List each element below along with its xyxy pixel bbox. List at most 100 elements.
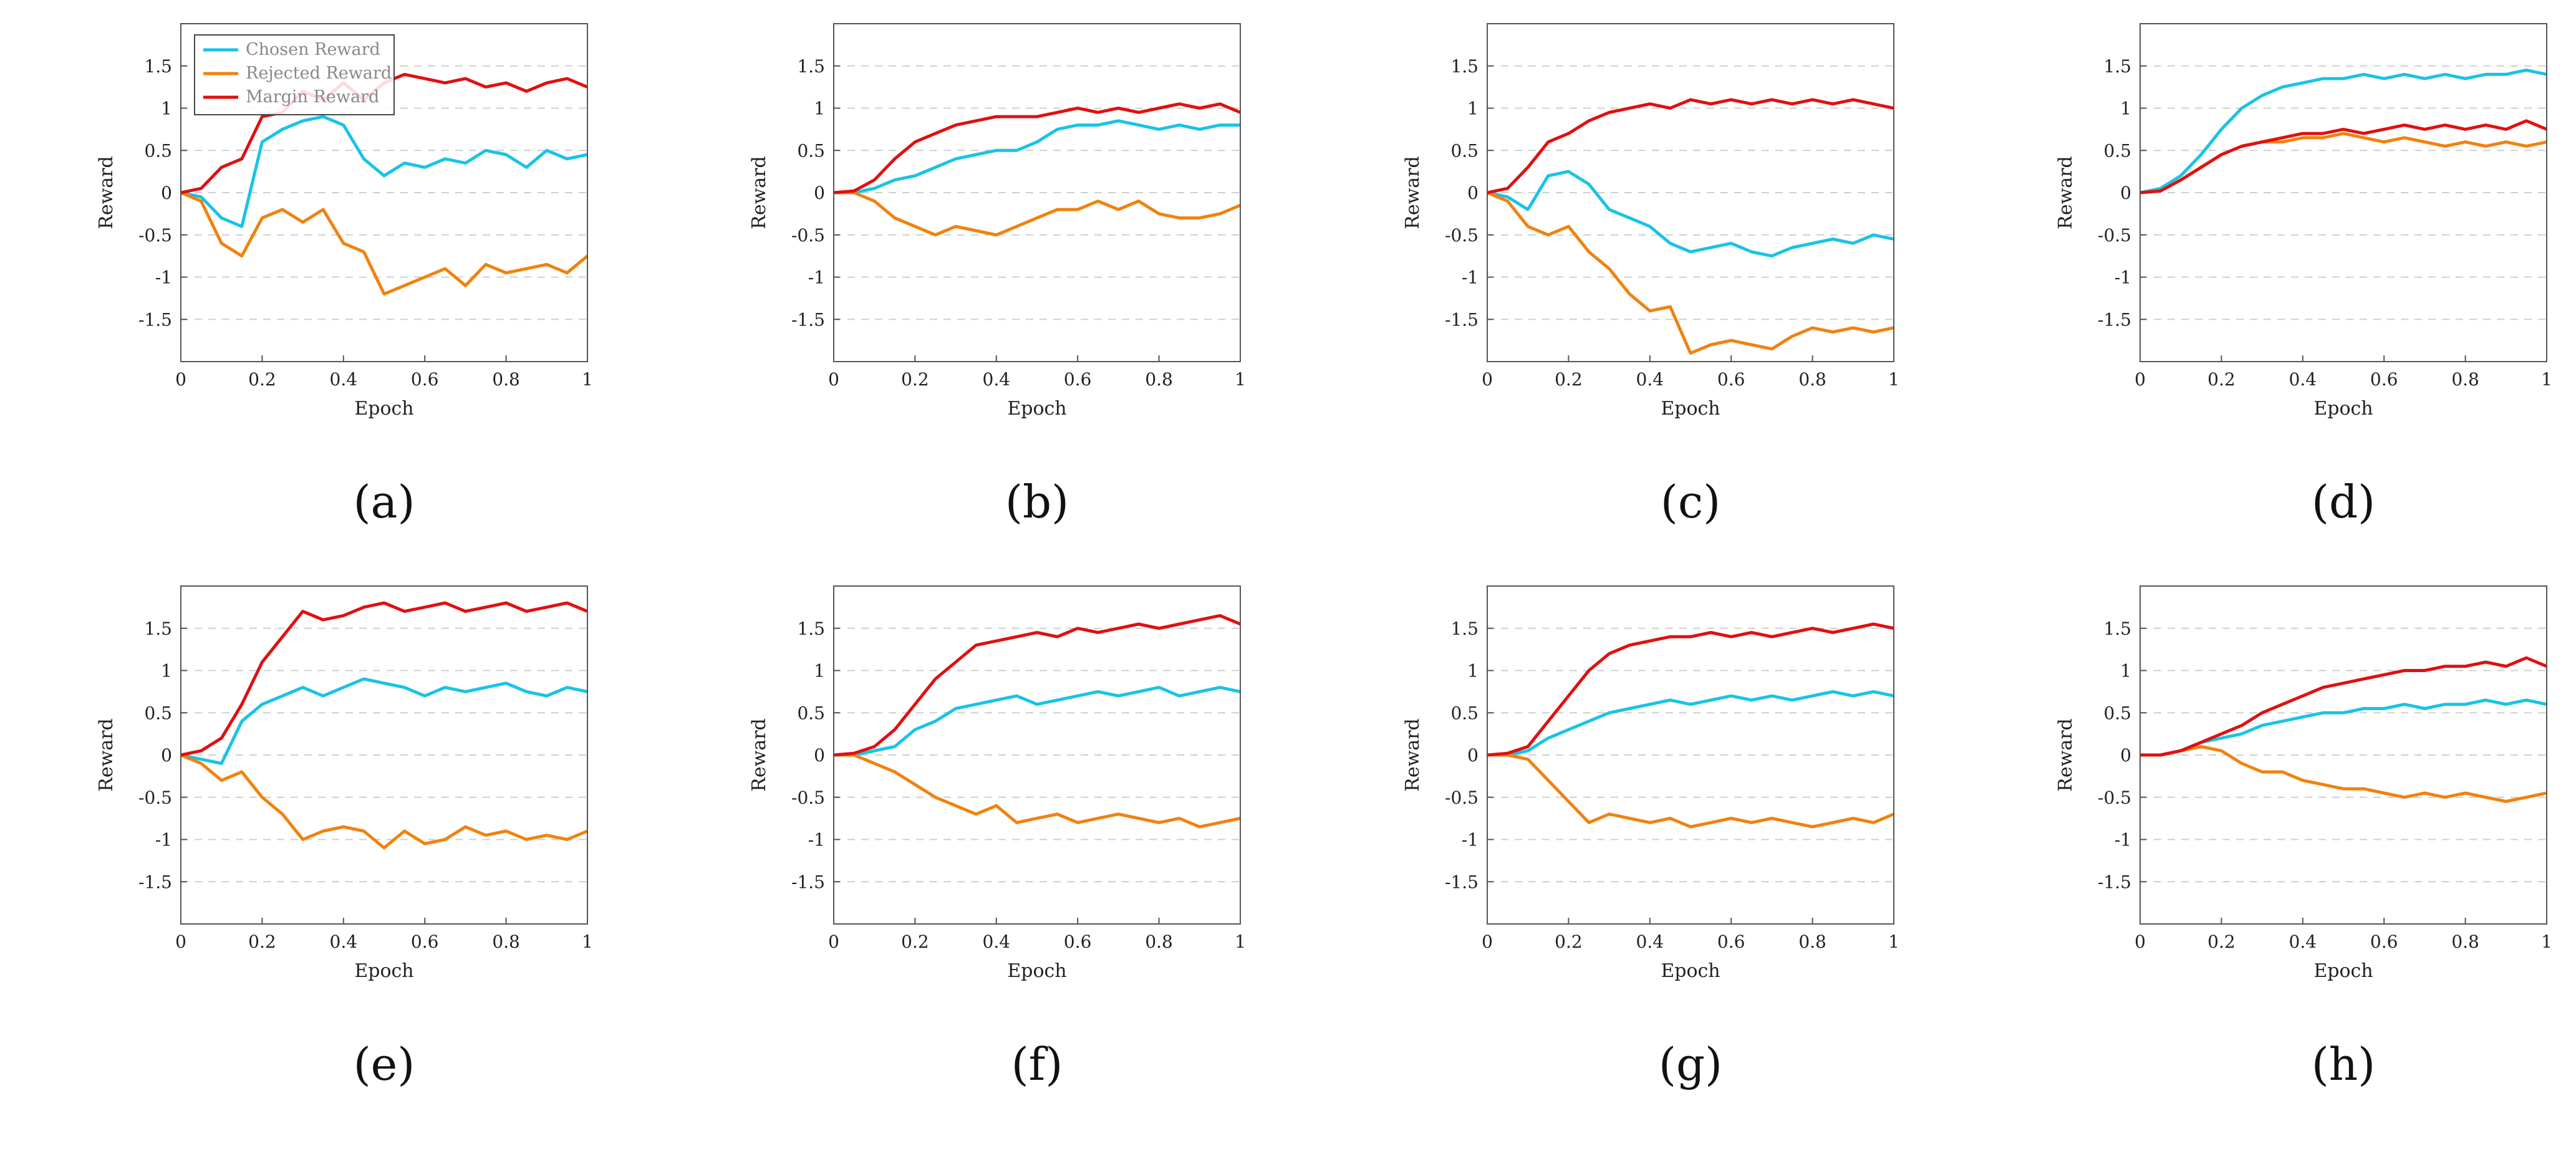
x-tick-label: 0.8 — [492, 369, 520, 390]
chosen-reward-legend-label: Chosen Reward — [246, 40, 380, 59]
x-tick-label: 0.6 — [1717, 369, 1745, 390]
y-tick-label: 1.5 — [797, 56, 825, 77]
y-tick-label: -1 — [1462, 267, 1479, 288]
margin-reward-legend-label: Margin Reward — [246, 87, 379, 107]
y-tick-label: -1.5 — [791, 872, 825, 892]
y-tick-label: 1.5 — [1450, 56, 1479, 77]
margin-reward-line — [2140, 656, 2547, 757]
x-tick-label: 0.6 — [1064, 369, 1092, 390]
x-axis-label: Epoch — [2313, 398, 2373, 420]
plot-frame — [833, 585, 1241, 925]
y-tick-label: -1 — [2115, 830, 2131, 850]
margin-reward-line — [834, 102, 1240, 195]
x-tick-label: 0 — [2135, 931, 2146, 952]
chosen-reward-line — [181, 115, 587, 228]
x-tick-label: 1 — [2541, 931, 2552, 952]
x-tick-label: 0 — [1482, 931, 1493, 952]
y-tick-label: -1 — [808, 267, 825, 288]
y-tick-label: 1.5 — [2103, 618, 2131, 639]
margin-reward-line — [181, 601, 587, 757]
x-axis-label: Epoch — [1007, 960, 1066, 982]
y-tick-label: 1.5 — [1450, 618, 1479, 639]
x-tick-label: 0.2 — [1555, 369, 1583, 390]
y-tick-label: -1 — [808, 830, 825, 850]
plot-frame — [1487, 585, 1894, 925]
chosen-reward-line — [2140, 69, 2547, 195]
plot-frame — [180, 23, 588, 362]
y-tick-label: 0 — [161, 183, 172, 203]
y-tick-label: 0 — [1467, 745, 1479, 766]
x-tick-label: 0 — [828, 931, 839, 952]
x-tick-label: 0.6 — [2370, 931, 2398, 952]
x-tick-label: 0.4 — [2289, 931, 2317, 952]
y-tick-label: -1.5 — [1445, 309, 1479, 330]
subfigure-label: (b) — [1005, 476, 1069, 528]
y-tick-label: -1 — [155, 267, 172, 288]
x-tick-label: 0.2 — [2207, 931, 2236, 952]
x-tick-label: 0.8 — [1798, 369, 1826, 390]
x-tick-label: 1 — [2541, 369, 2552, 390]
x-tick-label: 0.2 — [248, 369, 276, 390]
y-tick-label: -0.5 — [791, 225, 825, 246]
y-tick-label: 1.5 — [144, 618, 172, 639]
x-tick-label: 1 — [1235, 369, 1246, 390]
x-axis-label: Epoch — [1661, 960, 1720, 982]
y-tick-label: 0.5 — [797, 703, 825, 723]
y-tick-label: 1 — [1467, 99, 1479, 119]
chosen-reward-line — [1487, 690, 1894, 757]
y-tick-label: 1 — [1467, 661, 1479, 681]
y-tick-label: 0.5 — [144, 703, 172, 723]
x-tick-label: 0.8 — [1798, 931, 1826, 952]
subfigure-label: (a) — [353, 476, 415, 528]
rejected-reward-line — [1487, 753, 1894, 829]
y-tick-label: -0.5 — [2098, 787, 2131, 808]
y-tick-label: 0 — [1467, 183, 1479, 203]
y-axis-label: Reward — [95, 156, 117, 229]
x-tick-label: 0.2 — [901, 931, 929, 952]
y-tick-label: -1.5 — [1445, 872, 1479, 892]
y-tick-label: -0.5 — [1445, 787, 1479, 808]
x-tick-label: 0.6 — [411, 369, 439, 390]
x-tick-label: 0.4 — [983, 931, 1011, 952]
x-tick-label: 0.4 — [330, 369, 358, 390]
subfigure-label: (f) — [1011, 1038, 1063, 1090]
rejected-reward-line — [181, 191, 587, 296]
chosen-reward-line — [834, 119, 1240, 195]
y-tick-label: 0.5 — [144, 140, 172, 161]
x-tick-label: 0 — [828, 369, 839, 390]
x-tick-label: 0 — [175, 931, 186, 952]
chosen-reward-line — [181, 677, 587, 765]
subfigure-label: (d) — [2312, 476, 2375, 528]
x-tick-label: 1 — [582, 369, 593, 390]
y-tick-label: 0.5 — [2103, 140, 2131, 161]
x-tick-label: 0.8 — [2451, 369, 2479, 390]
y-tick-label: -1 — [2115, 267, 2131, 288]
y-axis-label: Reward — [1402, 718, 1424, 791]
rejected-reward-legend-label: Rejected Reward — [246, 64, 392, 83]
y-axis-label: Reward — [1402, 156, 1424, 229]
x-tick-label: 1 — [1888, 931, 1899, 952]
rejected-reward-line — [1487, 191, 1894, 355]
x-tick-label: 0.6 — [1717, 931, 1745, 952]
y-tick-label: -1 — [1462, 830, 1479, 850]
y-tick-label: 0 — [814, 183, 825, 203]
y-tick-label: 1 — [2120, 99, 2131, 119]
y-axis-label: Reward — [748, 718, 770, 791]
plot-frame — [2139, 585, 2547, 925]
margin-reward-line — [834, 613, 1240, 757]
y-tick-label: 1 — [161, 661, 172, 681]
y-tick-label: -1.5 — [2098, 309, 2131, 330]
margin-reward-line — [1487, 622, 1894, 757]
subfigure-label: (h) — [2312, 1038, 2376, 1090]
y-tick-label: -1 — [155, 830, 172, 850]
margin-reward-line — [1487, 98, 1894, 195]
x-tick-label: 0 — [2135, 369, 2146, 390]
y-tick-label: 1 — [814, 661, 825, 681]
x-axis-label: Epoch — [1661, 398, 1720, 420]
y-tick-label: 0.5 — [1450, 140, 1479, 161]
y-tick-label: 1.5 — [2103, 56, 2131, 77]
y-tick-label: 0 — [2120, 183, 2131, 203]
x-axis-label: Epoch — [1007, 398, 1066, 420]
rejected-reward-line — [834, 753, 1240, 829]
